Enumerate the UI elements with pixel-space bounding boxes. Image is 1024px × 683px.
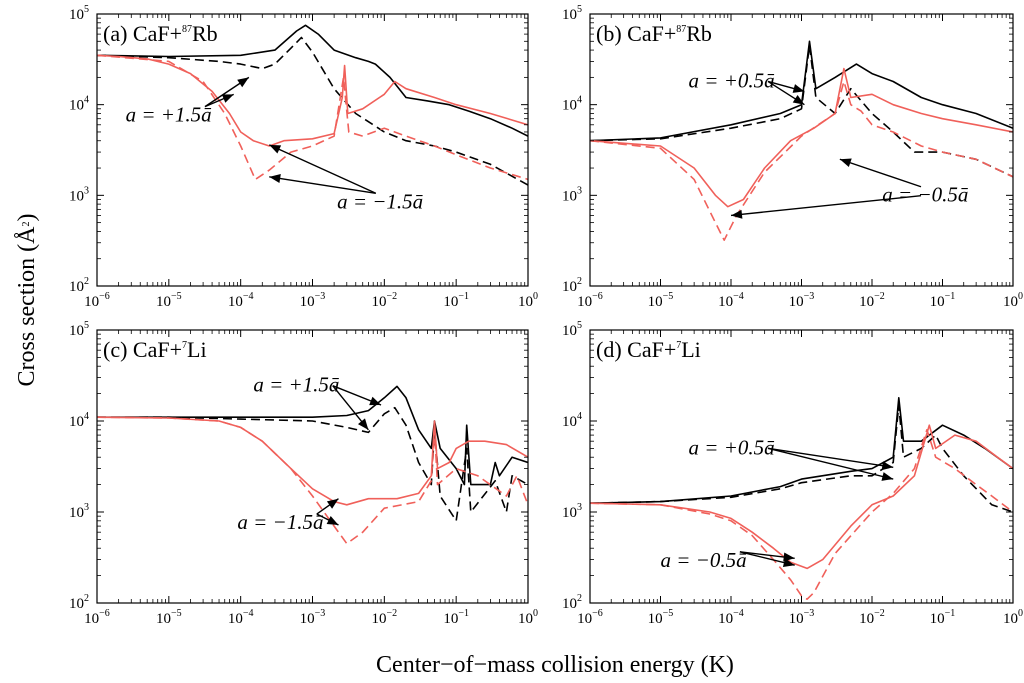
panel-d: 10−6 10−5 10−4 10−3 10−2 10−1 100 102 103 104 105 (… bbox=[562, 320, 1023, 627]
x-tick-label: 10−6 bbox=[577, 608, 603, 627]
annotation-label: a = +1.5ā bbox=[126, 103, 213, 127]
series-line-red-solid bbox=[97, 55, 528, 146]
panel-label: (d) CaF+7Li bbox=[596, 337, 701, 362]
series-line-black-dashed bbox=[97, 408, 528, 521]
x-tick-label: 100 bbox=[518, 608, 538, 627]
panel-b: 10−6 10−5 10−4 10−3 10−2 10−1 100 102 103 104 105 (… bbox=[562, 4, 1023, 310]
y-tick-label: 104 bbox=[69, 411, 89, 430]
x-tick-label: 10−4 bbox=[718, 291, 744, 310]
y-tick-label: 102 bbox=[69, 593, 89, 612]
annotation-arrow bbox=[731, 196, 921, 219]
x-tick-label: 10−5 bbox=[156, 291, 182, 310]
x-tick-label: 10−6 bbox=[577, 291, 603, 310]
x-tick-label: 10−1 bbox=[443, 291, 469, 310]
x-tick-label: 10−3 bbox=[300, 608, 326, 627]
plot-frame bbox=[97, 14, 528, 286]
x-tick-label: 10−4 bbox=[718, 608, 744, 627]
series-line-black-solid bbox=[97, 386, 528, 484]
y-tick-label: 103 bbox=[562, 185, 582, 204]
plot-frame bbox=[97, 330, 528, 603]
x-tick-label: 100 bbox=[1003, 608, 1023, 627]
y-axis-title: Cross section (Å2) bbox=[14, 214, 40, 387]
plot-frame bbox=[590, 330, 1013, 603]
x-tick-label: 10−6 bbox=[84, 608, 110, 627]
y-tick-label: 102 bbox=[562, 593, 582, 612]
y-tick-label: 105 bbox=[69, 320, 89, 339]
y-tick-label: 103 bbox=[562, 502, 582, 521]
panel-label: (c) CaF+7Li bbox=[103, 337, 207, 362]
series-group bbox=[590, 398, 1013, 599]
annotation-label: a = +1.5ā bbox=[253, 373, 340, 397]
y-tick-label: 102 bbox=[562, 276, 582, 295]
x-tick-label: 10−3 bbox=[789, 291, 815, 310]
x-tick-label: 10−2 bbox=[372, 608, 398, 627]
x-tick-label: 10−3 bbox=[300, 291, 326, 310]
plot-frame bbox=[590, 14, 1013, 286]
y-axis-title-end: ) bbox=[14, 214, 40, 222]
y-tick-label: 105 bbox=[69, 4, 89, 23]
panel-a: 10−6 10−5 10−4 10−3 10−2 10−1 100 102 103 104 105 (… bbox=[69, 4, 538, 310]
y-tick-label: 103 bbox=[69, 185, 89, 204]
series-line-black-dashed bbox=[590, 45, 1013, 176]
x-tick-label: 10−1 bbox=[930, 291, 956, 310]
y-axis-title-text: Cross section (Å bbox=[14, 226, 40, 387]
x-axis-title: Center−of−mass collision energy (K) bbox=[376, 652, 734, 678]
x-tick-label: 10−2 bbox=[859, 608, 885, 627]
x-tick-label: 10−3 bbox=[789, 608, 815, 627]
series-line-red-dashed bbox=[590, 430, 1013, 599]
x-tick-label: 10−1 bbox=[930, 608, 956, 627]
panel-c: 10−6 10−5 10−4 10−3 10−2 10−1 100 102 103 104 105 (… bbox=[69, 320, 538, 627]
x-tick-label: 10−1 bbox=[443, 608, 469, 627]
series-group bbox=[590, 41, 1013, 240]
x-tick-label: 10−5 bbox=[156, 608, 182, 627]
annotation-arrow bbox=[269, 145, 376, 193]
y-tick-label: 104 bbox=[562, 411, 582, 430]
annotation-arrow bbox=[840, 159, 921, 187]
annotation-label: a = −0.5ā bbox=[661, 548, 748, 572]
annotation-label: a = −1.5ā bbox=[237, 510, 324, 534]
y-tick-label: 102 bbox=[69, 276, 89, 295]
x-tick-label: 10−2 bbox=[372, 291, 398, 310]
annotation-label: a = +0.5ā bbox=[689, 68, 776, 92]
series-line-red-solid bbox=[97, 417, 528, 505]
series-line-black-solid bbox=[590, 398, 1013, 503]
x-tick-label: 10−4 bbox=[228, 291, 254, 310]
panel-label: (b) CaF+87Rb bbox=[596, 21, 712, 46]
x-tick-label: 10−5 bbox=[648, 291, 674, 310]
x-tick-label: 100 bbox=[518, 291, 538, 310]
x-tick-label: 100 bbox=[1003, 291, 1023, 310]
y-tick-label: 104 bbox=[69, 95, 89, 114]
annotation-label: a = −1.5ā bbox=[337, 189, 424, 213]
annotation-arrow bbox=[768, 81, 804, 104]
x-tick-label: 10−2 bbox=[859, 291, 885, 310]
annotation-label: a = +0.5ā bbox=[689, 435, 776, 459]
y-tick-label: 105 bbox=[562, 4, 582, 23]
y-tick-label: 103 bbox=[69, 502, 89, 521]
series-line-black-dashed bbox=[590, 405, 1013, 512]
y-tick-label: 104 bbox=[562, 95, 582, 114]
panel-label: (a) CaF+87Rb bbox=[103, 21, 218, 46]
series-line-red-solid bbox=[590, 425, 1013, 568]
annotation-arrow bbox=[269, 174, 376, 193]
x-tick-label: 10−6 bbox=[84, 291, 110, 310]
annotation-label: a = −0.5ā bbox=[882, 183, 969, 207]
x-tick-label: 10−5 bbox=[648, 608, 674, 627]
y-tick-label: 105 bbox=[562, 320, 582, 339]
x-tick-label: 10−4 bbox=[228, 608, 254, 627]
panels: 10−6 10−5 10−4 10−3 10−2 10−1 100 102 103 104 105 (… bbox=[69, 4, 1023, 627]
